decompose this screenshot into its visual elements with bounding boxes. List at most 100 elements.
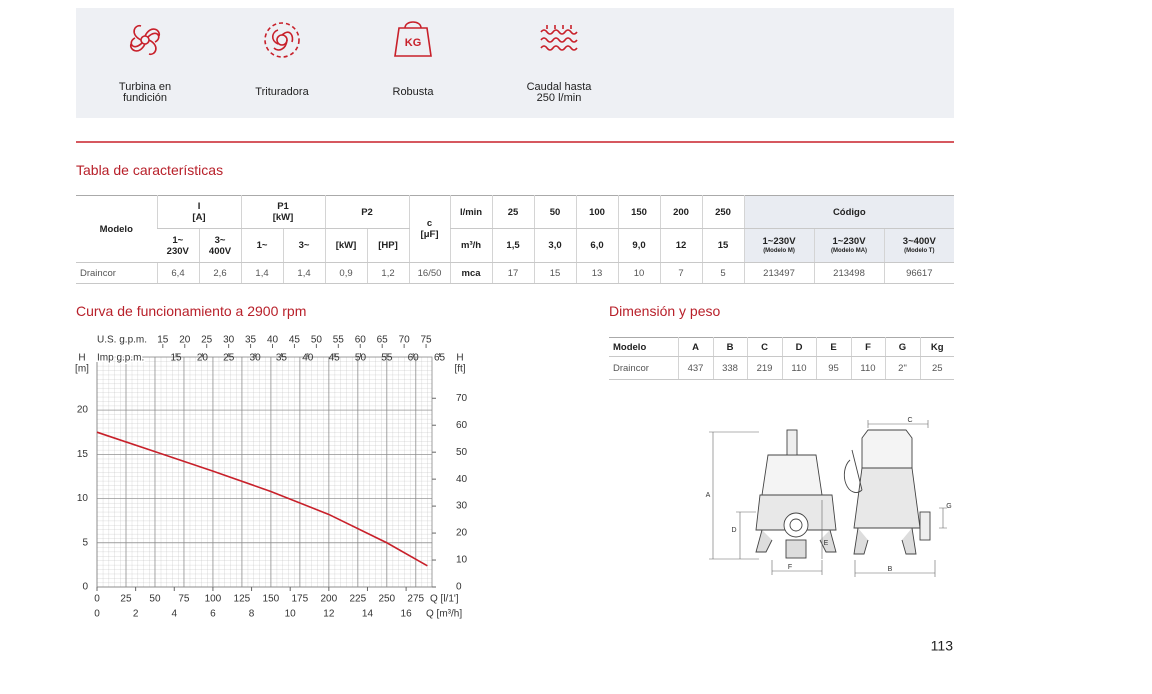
axis-label: H: [78, 353, 85, 364]
imp-tick-label: 35: [276, 353, 288, 364]
y2-tick-label: 30: [456, 501, 468, 512]
icon-text: KG: [405, 37, 422, 49]
feature-line: Robusta: [392, 86, 434, 98]
x-tick-label: 225: [349, 594, 366, 605]
header-cell: Kg: [919, 337, 954, 357]
us-tick-label: 55: [333, 335, 345, 346]
x-tick-label: 25: [120, 594, 132, 605]
axis-label: [ft]: [454, 364, 465, 375]
header-line: (Modelo M): [763, 247, 795, 254]
header-cell: 1,5: [491, 228, 535, 263]
header-cell: 3~400V (Modelo T): [883, 228, 955, 263]
y2-tick-label: 40: [456, 474, 468, 485]
header-line: (Modelo T): [904, 247, 935, 254]
table-cell: 2": [884, 356, 920, 380]
y2-tick-label: 20: [456, 528, 468, 539]
section-title: Dimensión y peso: [609, 303, 721, 319]
header-cell: 3,0: [533, 228, 577, 263]
feature-panel: [76, 8, 954, 118]
y-tick-label: 5: [82, 537, 88, 548]
x2-tick-label: 4: [171, 609, 177, 620]
us-tick-label: 30: [223, 335, 235, 346]
imp-tick-label: 60: [408, 353, 420, 364]
icon-flow: [540, 25, 578, 51]
feature-line: Caudal hasta: [526, 81, 592, 93]
header-line: [μF]: [420, 229, 439, 240]
x-tick-label: 250: [378, 594, 395, 605]
table-cell: mca: [449, 262, 493, 284]
table-cell: 1,4: [282, 262, 326, 284]
us-tick-label: 75: [421, 335, 433, 346]
header-cell: E: [815, 337, 851, 357]
y-tick-label: 20: [77, 405, 89, 416]
dimension-letter: B: [888, 566, 893, 573]
header-line: I: [197, 201, 201, 212]
dimension-letter: G: [946, 503, 951, 510]
y-tick-label: 0: [82, 582, 88, 593]
plot-area: [96, 356, 433, 588]
section-title: Tabla de características: [76, 162, 224, 178]
header-line: 230V: [166, 245, 189, 257]
header-cell: [HP]: [366, 228, 410, 263]
header-line: 400V: [208, 245, 232, 257]
header-cell: P2: [324, 195, 410, 229]
feature-label: Turbina en fundición: [80, 82, 210, 104]
axis-label: U.S. g.p.m.: [97, 335, 147, 346]
table-cell: 338: [712, 356, 747, 380]
feature-label: Trituradora: [217, 87, 347, 98]
x-tick-label: 150: [263, 594, 280, 605]
pump-diagram: [755, 429, 931, 559]
x2-tick-label: 2: [133, 609, 139, 620]
header-cell: 15: [701, 228, 745, 263]
header-cell: Código: [743, 195, 955, 229]
header-cell: 6,0: [575, 228, 619, 263]
header-line: [kW]: [272, 212, 294, 223]
header-cell: Modelo: [609, 337, 678, 357]
table-cell: 25: [919, 356, 954, 380]
table-cell: 16/50: [408, 262, 451, 284]
table-cell: 219: [746, 356, 782, 380]
header-line: c: [426, 218, 433, 229]
section-title: Curva de funcionamiento a 2900 rpm: [76, 303, 307, 319]
axis-label: Q [l/1']: [430, 594, 459, 605]
header-line: 3~400V: [902, 235, 936, 247]
x-tick-label: 175: [292, 594, 309, 605]
performance-curve: [96, 431, 428, 567]
header-line: (Modelo MA): [831, 247, 868, 254]
x2-tick-label: 14: [362, 609, 374, 620]
header-cell: 150: [617, 195, 661, 229]
header-cell: P1 [kW]: [240, 195, 326, 229]
table-cell: 110: [850, 356, 885, 380]
y-tick-label: 10: [77, 493, 89, 504]
us-tick-label: 25: [201, 335, 213, 346]
header-cell: Modelo: [76, 195, 157, 263]
table-cell: 15: [533, 262, 577, 284]
table-cell: 213497: [743, 262, 815, 284]
y2-tick-label: 60: [456, 420, 468, 431]
header-cell: 12: [659, 228, 703, 263]
x-tick-label: 275: [407, 594, 424, 605]
header-cell: 1~230V (Modelo MA): [813, 228, 885, 263]
imp-tick-label: 50: [355, 353, 367, 364]
axis-label: Imp g.p.m.: [97, 353, 144, 364]
us-tick-label: 20: [179, 335, 191, 346]
dimension-lines: [709, 420, 947, 577]
header-cell: B: [712, 337, 747, 357]
imp-tick-label: 20: [197, 353, 209, 364]
table-cell: 6,4: [156, 262, 199, 284]
feature-line: 250 l/min: [536, 92, 582, 104]
data-row: Draincor 6,4 2,6 1,4 1,4 0,9 1,2 16/50 mca 17 15 13…: [76, 262, 955, 284]
us-tick-label: 45: [289, 335, 301, 346]
imp-tick-label: 30: [250, 353, 262, 364]
table-cell: 0,9: [324, 262, 368, 284]
imp-tick-label: 65: [434, 353, 446, 364]
table-cell: 2,6: [198, 262, 242, 284]
feature-line: Trituradora: [255, 86, 309, 98]
us-tick-label: 40: [267, 335, 279, 346]
imp-tick-label: 45: [329, 353, 341, 364]
x-tick-label: 0: [94, 594, 100, 605]
table-cell: 95: [815, 356, 851, 380]
table-cell: 437: [677, 356, 713, 380]
header-line: 1~230V: [762, 235, 796, 247]
